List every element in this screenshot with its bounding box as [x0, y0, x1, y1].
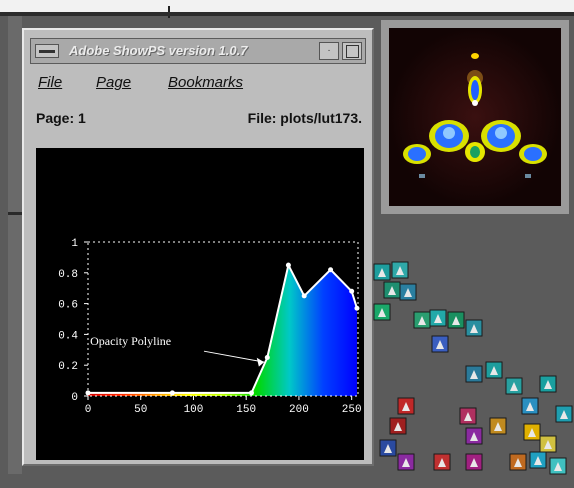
x-tick-label: 200: [289, 404, 309, 416]
y-tick-label: 1: [71, 238, 78, 250]
desktop-icon-glyph: [402, 402, 410, 411]
window-titlebar[interactable]: Adobe ShowPS version 1.0.7 ·: [30, 38, 366, 64]
polyline-point: [285, 262, 291, 268]
desktop-icon-glyph: [470, 458, 478, 467]
polyline-point: [328, 267, 334, 273]
x-tick-label: 0: [85, 404, 92, 416]
volume-render-image: [389, 28, 561, 206]
desktop-icon-glyph: [388, 286, 396, 295]
y-tick-label: 0: [71, 392, 78, 404]
x-tick-label: 250: [342, 404, 362, 416]
annotation-arrow: [203, 350, 265, 363]
desktop-icon-glyph: [470, 324, 478, 333]
opacity-area: [88, 265, 357, 396]
desktop-icon-glyph: [560, 410, 568, 419]
x-tick-label: 150: [236, 404, 256, 416]
background-divider: [8, 212, 30, 215]
polyline-point: [264, 355, 270, 360]
file-label: File: plots/lut173.: [247, 110, 362, 126]
page-label: Page: 1: [36, 110, 86, 126]
y-tick-label: 0.8: [58, 269, 78, 281]
desktop-icon-glyph: [404, 288, 412, 297]
desktop-icon-glyph: [378, 268, 386, 277]
plot-frame: [87, 241, 359, 397]
desktop-icon-glyph: [528, 428, 536, 437]
desktop-icon-glyph: [396, 266, 404, 275]
annotation-arrowhead: [256, 357, 265, 367]
desktop-icon-glyph: [418, 316, 426, 325]
desktop-icon-glyph: [514, 458, 522, 467]
desktop-icon-glyph: [544, 440, 552, 449]
x-tick-label: 50: [134, 404, 147, 416]
desktop-icon-glyph: [494, 422, 502, 431]
desktop-icon-glyph: [384, 444, 392, 453]
desktop-icon-glyph: [544, 380, 552, 389]
polyline-point: [349, 288, 355, 294]
polyline-point: [85, 390, 91, 396]
minimize-button[interactable]: ·: [319, 42, 339, 60]
desktop-icon-glyph: [438, 458, 446, 467]
y-tick-label: 0.6: [58, 300, 78, 312]
y-tick-label: 0.4: [58, 330, 78, 342]
desktop-icon-glyph: [534, 456, 542, 465]
desktop-icon-glyph: [434, 314, 442, 323]
opacity-chart: 0 0.2 0.4 0.6 0.8 1 0 50 100 150 200 250 Opacity Pol…: [58, 238, 362, 416]
desktop-icon-glyph: [402, 458, 410, 467]
polyline-point: [354, 305, 360, 311]
showps-window[interactable]: Adobe ShowPS version 1.0.7 · File Page B…: [22, 28, 374, 466]
desktop-shadow: [0, 12, 574, 16]
x-tick-label: 100: [184, 404, 204, 416]
desktop-icon-glyph: [490, 366, 498, 375]
desktop-icon-glyph: [464, 412, 472, 421]
menu-file[interactable]: File: [38, 74, 63, 91]
menubar: File Page Bookmarks: [30, 70, 366, 96]
desktop-icon-glyph: [526, 402, 534, 411]
desktop-icon-glyph: [452, 316, 460, 325]
postscript-canvas[interactable]: 0 0.2 0.4 0.6 0.8 1 0 50 100 150 200 250 Opacity Pol…: [36, 148, 364, 460]
icon-cluster: [370, 258, 574, 483]
desktop-icon-glyph: [470, 370, 478, 379]
window-title: Adobe ShowPS version 1.0.7: [69, 43, 248, 58]
y-tick-label: 0.2: [58, 361, 78, 373]
polyline-point: [169, 390, 175, 396]
menu-page[interactable]: Page: [96, 74, 132, 91]
desktop-icon-glyph: [394, 422, 402, 431]
info-bar: Page: 1 File: plots/lut173.: [30, 108, 366, 130]
polyline-point: [301, 293, 307, 299]
background-window-edge: [8, 16, 22, 474]
desktop-top-edge: [0, 0, 574, 12]
annotation-label: Opacity Polyline: [90, 334, 171, 348]
maximize-button[interactable]: [342, 42, 362, 60]
desktop-icon-glyph: [378, 308, 386, 317]
menu-bookmarks[interactable]: Bookmarks: [168, 74, 244, 91]
desktop-icon-glyph: [554, 462, 562, 471]
desktop-icon-glyph: [436, 340, 444, 349]
desktop-icon-glyph: [470, 432, 478, 441]
desktop-icon-glyph: [510, 382, 518, 391]
window-menu-icon[interactable]: [35, 44, 59, 58]
volume-render-thumbnail[interactable]: [381, 20, 569, 214]
polyline-point: [248, 390, 254, 396]
